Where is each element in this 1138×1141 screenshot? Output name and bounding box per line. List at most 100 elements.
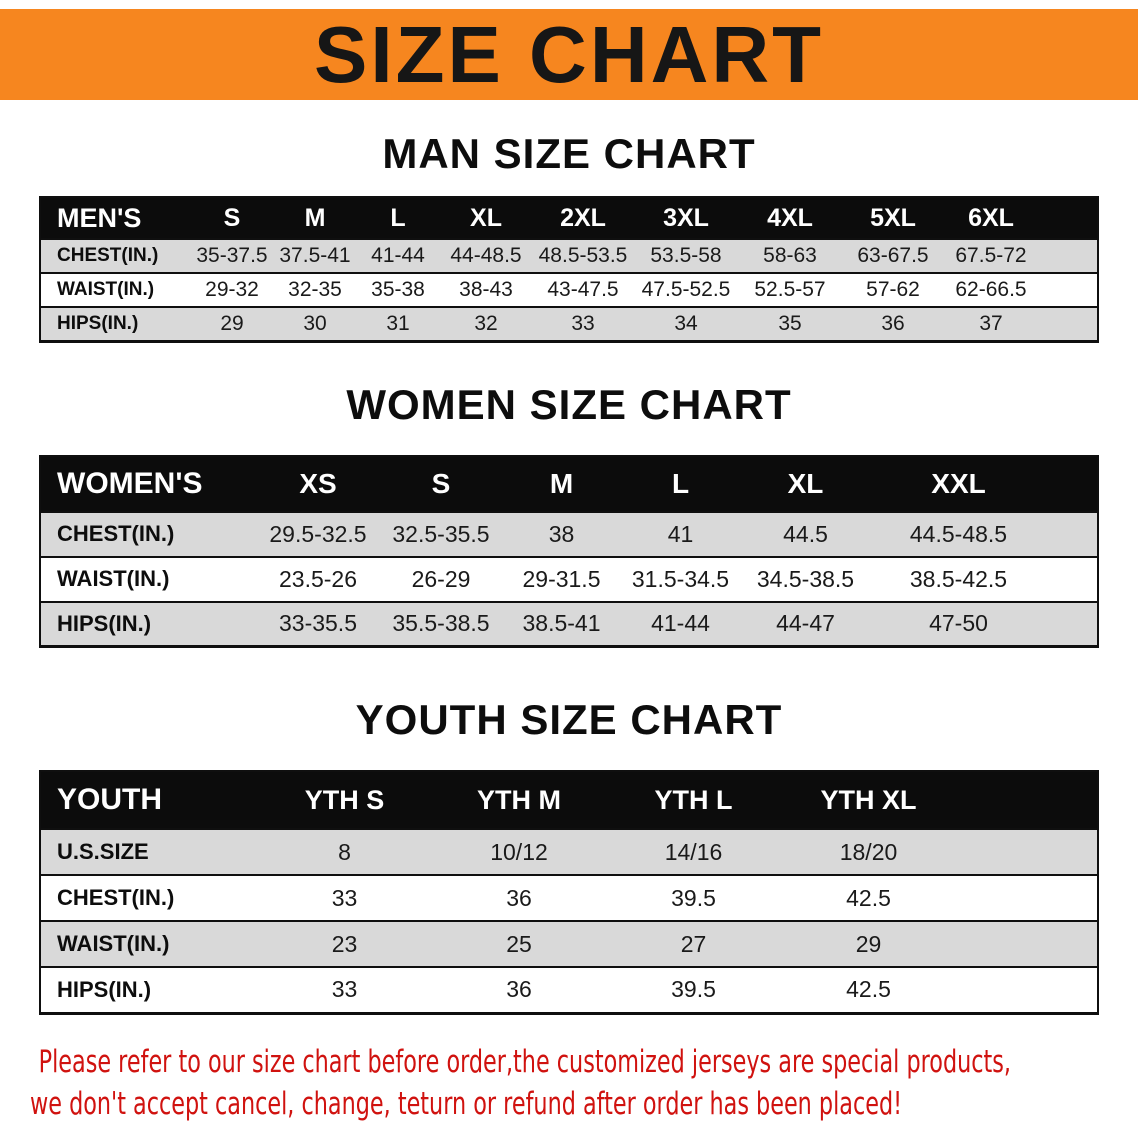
size-cell: 30 [274, 307, 356, 341]
size-cell: 63-67.5 [842, 239, 944, 273]
column-header: XS [256, 455, 380, 512]
size-cell: 27 [606, 921, 781, 967]
spacer-cell [1038, 307, 1098, 341]
size-cell: 36 [432, 875, 606, 921]
size-cell: 52.5-57 [738, 273, 842, 307]
size-cell: 58-63 [738, 239, 842, 273]
column-header: YTH XL [781, 771, 956, 829]
column-header: 3XL [634, 197, 738, 239]
men-header-row: MEN'S S M L XL 2XL 3XL 4XL 5XL 6XL [40, 197, 1098, 239]
man-size-chart-heading: MAN SIZE CHART [382, 130, 756, 177]
column-header: M [502, 455, 621, 512]
size-cell: 29 [190, 307, 274, 341]
table-row: U.S.SIZE 8 10/12 14/16 18/20 [40, 829, 1098, 875]
column-header: XL [440, 197, 532, 239]
size-cell: 26-29 [380, 556, 502, 602]
size-cell: 41 [621, 511, 740, 557]
women-header-row: WOMEN'S XS S M L XL XXL [40, 455, 1098, 512]
row-label: CHEST(IN.) [40, 511, 256, 557]
spacer-cell [956, 921, 1098, 967]
size-cell: 67.5-72 [944, 239, 1038, 273]
row-label: WAIST(IN.) [40, 556, 256, 602]
row-label: WAIST(IN.) [40, 921, 257, 967]
size-cell: 32-35 [274, 273, 356, 307]
column-header: YTH S [257, 771, 432, 829]
table-row: HIPS(IN.) 33-35.5 35.5-38.5 38.5-41 41-4… [40, 601, 1098, 647]
table-row: CHEST(IN.) 35-37.5 37.5-41 41-44 44-48.5… [40, 239, 1098, 273]
size-cell: 23 [257, 921, 432, 967]
size-cell: 35-38 [356, 273, 440, 307]
spacer-cell [956, 829, 1098, 875]
size-cell: 36 [842, 307, 944, 341]
women-size-chart-heading: WOMEN SIZE CHART [346, 380, 792, 428]
table-row: WAIST(IN.) 29-32 32-35 35-38 38-43 43-47… [40, 273, 1098, 307]
table-row: CHEST(IN.) 29.5-32.5 32.5-35.5 38 41 44.… [40, 511, 1098, 557]
size-cell: 41-44 [621, 601, 740, 647]
row-label: HIPS(IN.) [40, 601, 256, 647]
size-cell: 36 [432, 967, 606, 1013]
column-header: XXL [871, 455, 1046, 512]
row-label: WAIST(IN.) [40, 273, 190, 307]
size-cell: 35 [738, 307, 842, 341]
table-row: CHEST(IN.) 33 36 39.5 42.5 [40, 875, 1098, 921]
size-cell: 42.5 [781, 875, 956, 921]
size-cell: 41-44 [356, 239, 440, 273]
table-row: HIPS(IN.) 29 30 31 32 33 34 35 36 37 [40, 307, 1098, 341]
row-label: HIPS(IN.) [40, 967, 257, 1013]
size-cell: 39.5 [606, 967, 781, 1013]
disclaimer-line-2: we don't accept cancel, change, teturn o… [30, 1085, 903, 1122]
size-chart-title: SIZE CHART [314, 9, 824, 99]
size-cell: 38.5-41 [502, 601, 621, 647]
column-header: 4XL [738, 197, 842, 239]
size-cell: 33-35.5 [256, 601, 380, 647]
size-cell: 8 [257, 829, 432, 875]
youth-group-label: YOUTH [40, 771, 257, 829]
table-row: HIPS(IN.) 33 36 39.5 42.5 [40, 967, 1098, 1013]
column-header: L [621, 455, 740, 512]
spacer-cell [956, 771, 1098, 829]
column-header: 2XL [532, 197, 634, 239]
size-cell: 37 [944, 307, 1038, 341]
spacer-cell [1046, 556, 1098, 602]
spacer-cell [956, 967, 1098, 1013]
spacer-cell [1038, 239, 1098, 273]
size-cell: 34.5-38.5 [740, 556, 871, 602]
size-cell: 44.5 [740, 511, 871, 557]
women-size-table: WOMEN'S XS S M L XL XXL CHEST(IN.) 29.5-… [39, 454, 1099, 648]
size-cell: 48.5-53.5 [532, 239, 634, 273]
size-cell: 31.5-34.5 [621, 556, 740, 602]
size-cell: 18/20 [781, 829, 956, 875]
column-header: 5XL [842, 197, 944, 239]
size-cell: 35.5-38.5 [380, 601, 502, 647]
size-cell: 32 [440, 307, 532, 341]
size-cell: 43-47.5 [532, 273, 634, 307]
size-cell: 33 [532, 307, 634, 341]
size-cell: 10/12 [432, 829, 606, 875]
size-cell: 47.5-52.5 [634, 273, 738, 307]
size-cell: 35-37.5 [190, 239, 274, 273]
size-cell: 47-50 [871, 601, 1046, 647]
size-cell: 38.5-42.5 [871, 556, 1046, 602]
men-size-table: MEN'S S M L XL 2XL 3XL 4XL 5XL 6XL CHEST… [39, 196, 1099, 343]
table-row: WAIST(IN.) 23.5-26 26-29 29-31.5 31.5-34… [40, 556, 1098, 602]
row-label: HIPS(IN.) [40, 307, 190, 341]
size-cell: 33 [257, 875, 432, 921]
size-cell: 57-62 [842, 273, 944, 307]
row-label: CHEST(IN.) [40, 239, 190, 273]
spacer-cell [956, 875, 1098, 921]
size-cell: 38 [502, 511, 621, 557]
size-cell: 29-31.5 [502, 556, 621, 602]
size-cell: 34 [634, 307, 738, 341]
size-cell: 23.5-26 [256, 556, 380, 602]
spacer-cell [1046, 601, 1098, 647]
size-cell: 29 [781, 921, 956, 967]
size-cell: 14/16 [606, 829, 781, 875]
spacer-cell [1046, 455, 1098, 512]
column-header: XL [740, 455, 871, 512]
spacer-cell [1038, 273, 1098, 307]
size-cell: 29.5-32.5 [256, 511, 380, 557]
youth-size-chart-heading: YOUTH SIZE CHART [355, 696, 783, 743]
women-group-label: WOMEN'S [40, 455, 256, 512]
size-chart-banner: SIZE CHART [0, 9, 1138, 100]
column-header: S [380, 455, 502, 512]
